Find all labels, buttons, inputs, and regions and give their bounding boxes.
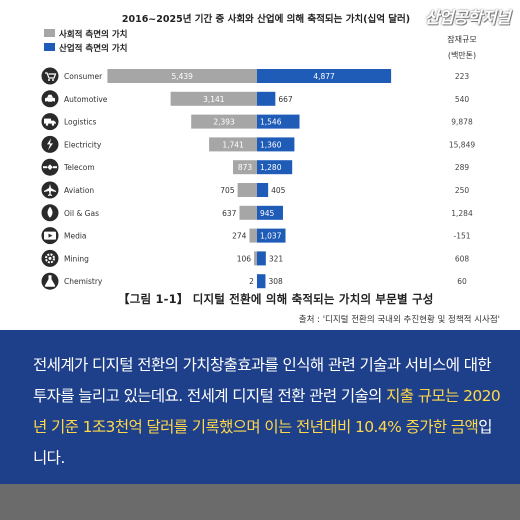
right-value: 250 xyxy=(455,186,470,195)
legend-swatch-industrial xyxy=(44,43,55,51)
bar-industrial xyxy=(257,91,276,106)
category-label: Logistics xyxy=(64,118,97,127)
bar-industrial xyxy=(257,114,300,129)
right-value: 540 xyxy=(455,95,470,104)
data-label-industrial: 1,546 xyxy=(260,118,282,127)
oil-drop-icon-glyph xyxy=(47,206,53,218)
category-label: Automotive xyxy=(64,95,108,104)
data-label-social: 274 xyxy=(232,232,247,241)
bar-social xyxy=(237,183,257,197)
bar-industrial xyxy=(257,137,295,152)
car-icon-glyph xyxy=(45,94,55,104)
data-label-social: 2 xyxy=(249,277,254,286)
brand-logo: 산업공학저널 xyxy=(424,8,511,27)
bar-social xyxy=(209,137,257,152)
right-value: 60 xyxy=(457,277,467,286)
right-header-line2: (백만톤) xyxy=(448,50,476,60)
category-label: Telecom xyxy=(63,163,95,172)
airplane-icon-glyph xyxy=(44,184,56,196)
category-label: Media xyxy=(64,232,87,241)
legend-label-social: 사회적 측면의 가치 xyxy=(59,29,127,40)
data-label-social: 1,741 xyxy=(222,140,244,149)
figure-caption: 【그림 1-1】 디지털 전환에 의해 축적되는 가치의 부문별 구성 xyxy=(118,292,434,306)
right-value: 223 xyxy=(455,72,470,81)
category-label: Oil & Gas xyxy=(64,209,99,218)
bar-industrial xyxy=(257,160,293,175)
data-label-industrial: 1,280 xyxy=(260,163,282,172)
data-label-industrial: 1,360 xyxy=(260,140,282,149)
cart-icon xyxy=(41,67,59,85)
bar-industrial xyxy=(257,228,286,243)
mining-icon-glyph xyxy=(45,253,55,264)
bar-social xyxy=(107,69,258,83)
data-label-social: 3,141 xyxy=(203,95,225,104)
chart-svg: 2016~2025년 기간 중 사회와 산업에 의해 축적되는 가치(십억 달러… xyxy=(41,13,477,290)
figure-source: 출처 : '디지털 전환의 국내외 추진현황 및 정책적 시사점' xyxy=(298,315,500,325)
description-part2: 입니다. xyxy=(33,418,492,467)
description-highlight: 지출 규모는 2020년 기준 1조3천억 달러를 기록했으며 이는 전년대비 … xyxy=(33,387,501,436)
chart-figure: 2016~2025년 기간 중 사회와 산업에 의해 축적되는 가치(십억 달러… xyxy=(41,8,511,325)
lightning-icon-glyph xyxy=(47,138,53,151)
media-icon-glyph xyxy=(44,231,56,240)
right-value: 9,878 xyxy=(451,118,473,127)
data-label-industrial: 1,037 xyxy=(260,232,282,241)
category-label: Aviation xyxy=(64,186,94,195)
data-label-social: 873 xyxy=(238,163,253,172)
data-label-social: 5,439 xyxy=(171,72,193,81)
legend-swatch-social xyxy=(44,29,55,37)
bar-social xyxy=(232,160,257,175)
data-label-industrial: 308 xyxy=(268,277,283,286)
footer-bar xyxy=(0,484,520,520)
data-label-social: 705 xyxy=(220,186,235,195)
bar-industrial xyxy=(257,205,283,220)
right-header-line1: 잠재규모 xyxy=(447,34,476,44)
right-value: -151 xyxy=(453,232,470,241)
flask-icon-glyph xyxy=(44,275,56,287)
chart-title: 2016~2025년 기간 중 사회와 산업에 의해 축적되는 가치(십억 달러… xyxy=(122,13,410,25)
description-panel: 전세계가 디지털 전환의 가치창출효과를 인식해 관련 기술과 서비스에 대한 … xyxy=(0,330,520,484)
data-label-industrial: 405 xyxy=(271,186,286,195)
category-label: Chemistry xyxy=(64,277,103,286)
right-value: 1,284 xyxy=(451,209,473,218)
description-text: 전세계가 디지털 전환의 가치창출효과를 인식해 관련 기술과 서비스에 대한 … xyxy=(33,350,503,474)
bar-industrial xyxy=(257,183,269,197)
category-label: Electricity xyxy=(64,140,102,149)
legend-label-industrial: 산업적 측면의 가치 xyxy=(59,43,127,54)
bar-industrial xyxy=(257,251,266,266)
right-value: 608 xyxy=(455,254,470,263)
chart-rows: Consumer 5,439 4,877 223 Automotive 3,141 667 5… xyxy=(41,67,475,290)
truck-icon-glyph xyxy=(44,118,56,126)
description-part1: 전세계가 디지털 전환의 가치창출효과를 인식해 관련 기술과 서비스에 대한 … xyxy=(33,356,492,405)
bar-social xyxy=(249,228,257,243)
category-label: Mining xyxy=(64,254,89,263)
data-label-industrial: 4,877 xyxy=(313,72,335,81)
data-label-industrial: 321 xyxy=(269,254,284,263)
bar-social xyxy=(254,251,257,266)
data-label-social: 2,393 xyxy=(213,118,235,127)
data-label-industrial: 667 xyxy=(278,95,293,104)
right-value: 289 xyxy=(455,163,470,172)
bar-social xyxy=(191,114,257,129)
cart-icon-glyph xyxy=(45,72,57,81)
bar-industrial xyxy=(257,274,266,289)
right-value: 15,849 xyxy=(449,140,475,149)
category-label: Consumer xyxy=(64,72,103,81)
data-label-social: 637 xyxy=(222,209,237,218)
data-label-social: 106 xyxy=(237,254,252,263)
bar-social xyxy=(170,91,257,106)
bar-social xyxy=(239,205,257,220)
data-label-industrial: 945 xyxy=(260,209,275,218)
bar-industrial xyxy=(257,69,392,83)
